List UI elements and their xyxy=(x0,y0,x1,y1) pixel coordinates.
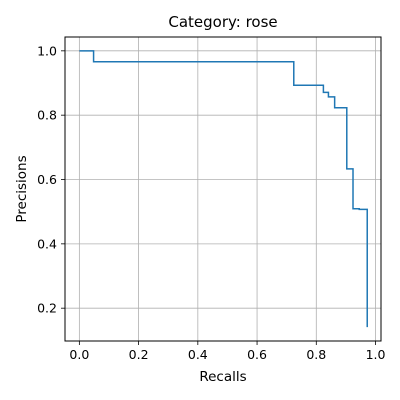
y-tick-label: 1.0 xyxy=(37,43,57,58)
pr-curve-line xyxy=(79,50,368,328)
x-tick-label: 1.0 xyxy=(366,347,386,362)
y-tick-label: 0.2 xyxy=(37,301,57,316)
y-tick-label: 0.4 xyxy=(37,236,57,251)
x-tick-label: 0.0 xyxy=(69,347,89,362)
series-layer xyxy=(79,50,368,328)
y-tick-label: 0.8 xyxy=(37,108,57,123)
x-tick-label: 0.6 xyxy=(247,347,267,362)
y-tick-label: 0.6 xyxy=(37,172,57,187)
x-tick-label: 0.4 xyxy=(188,347,208,362)
plot-frame xyxy=(64,36,382,342)
ticks: 0.0 0.2 0.4 0.6 0.8 1.0 0.2 0.4 0.6 0.8 1.0 xyxy=(37,43,385,362)
x-tick-label: 0.8 xyxy=(306,347,326,362)
grid xyxy=(65,37,381,341)
chart-title: Category: rose xyxy=(168,13,277,31)
x-tick-label: 0.2 xyxy=(129,347,149,362)
x-axis-label: Recalls xyxy=(199,369,246,385)
y-axis-label: Precisions xyxy=(14,155,30,222)
